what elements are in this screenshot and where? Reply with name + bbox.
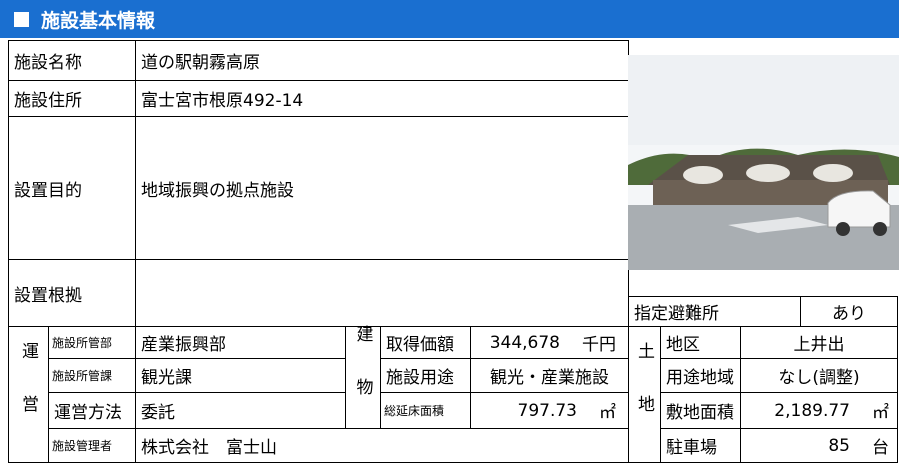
shelter-label: 指定避難所 — [628, 296, 801, 327]
bld-value: 344,678 千円 — [470, 326, 629, 359]
row-value: 道の駅朝霧高原 — [135, 40, 629, 81]
op-value: 株式会社 富士山 — [135, 428, 629, 463]
bld-value: 観光・産業施設 — [470, 358, 629, 393]
land-unit: ㎡ — [872, 403, 889, 423]
op-value: 委託 — [135, 392, 346, 429]
header-icon — [14, 11, 29, 27]
bld-label: 総延床面積 — [380, 392, 471, 429]
op-value: 観光課 — [135, 358, 346, 393]
row-label: 設置根拠 — [8, 259, 136, 327]
land-value: 上井出 — [740, 326, 898, 359]
op-label: 施設所管部 — [48, 326, 136, 359]
bld-unit: ㎡ — [599, 403, 616, 423]
land-number: 85 — [828, 435, 850, 456]
land-value: 2,189.77 ㎡ — [740, 392, 898, 429]
facility-photo — [628, 55, 899, 270]
header-title: 施設基本情報 — [41, 9, 156, 32]
bld-unit: 千円 — [582, 335, 616, 355]
op-label: 運営方法 — [48, 392, 136, 429]
bld-number: 344,678 — [489, 332, 560, 353]
op-label: 施設管理者 — [48, 428, 136, 463]
row-label: 設置目的 — [8, 116, 136, 260]
row-label: 施設住所 — [8, 80, 136, 117]
op-value: 産業振興部 — [135, 326, 346, 359]
bld-label: 取得価額 — [380, 326, 471, 359]
land-label: 用途地域 — [660, 358, 741, 393]
bld-number: 797.73 — [517, 400, 577, 421]
row-label: 施設名称 — [8, 40, 136, 81]
land-unit: 台 — [872, 438, 889, 458]
header-bar: 施設基本情報 — [0, 0, 899, 38]
bld-label: 施設用途 — [380, 358, 471, 393]
land-label: 敷地面積 — [660, 392, 741, 429]
land-number: 2,189.77 — [774, 400, 850, 421]
op-label: 施設所管課 — [48, 358, 136, 393]
land-value: 85 台 — [740, 428, 898, 463]
land-label: 地区 — [660, 326, 741, 359]
building-group: 建物 — [345, 325, 381, 431]
land-label: 駐車場 — [660, 428, 741, 463]
land-value: なし(調整) — [740, 358, 898, 393]
operation-group: 運営 — [8, 326, 49, 463]
shelter-value: あり — [800, 296, 898, 327]
row-value — [135, 259, 629, 327]
row-value: 地域振興の拠点施設 — [135, 116, 629, 260]
row-value: 富士宮市根原492-14 — [135, 80, 629, 117]
land-group: 土地 — [628, 326, 661, 463]
bld-value: 797.73 ㎡ — [470, 392, 629, 429]
